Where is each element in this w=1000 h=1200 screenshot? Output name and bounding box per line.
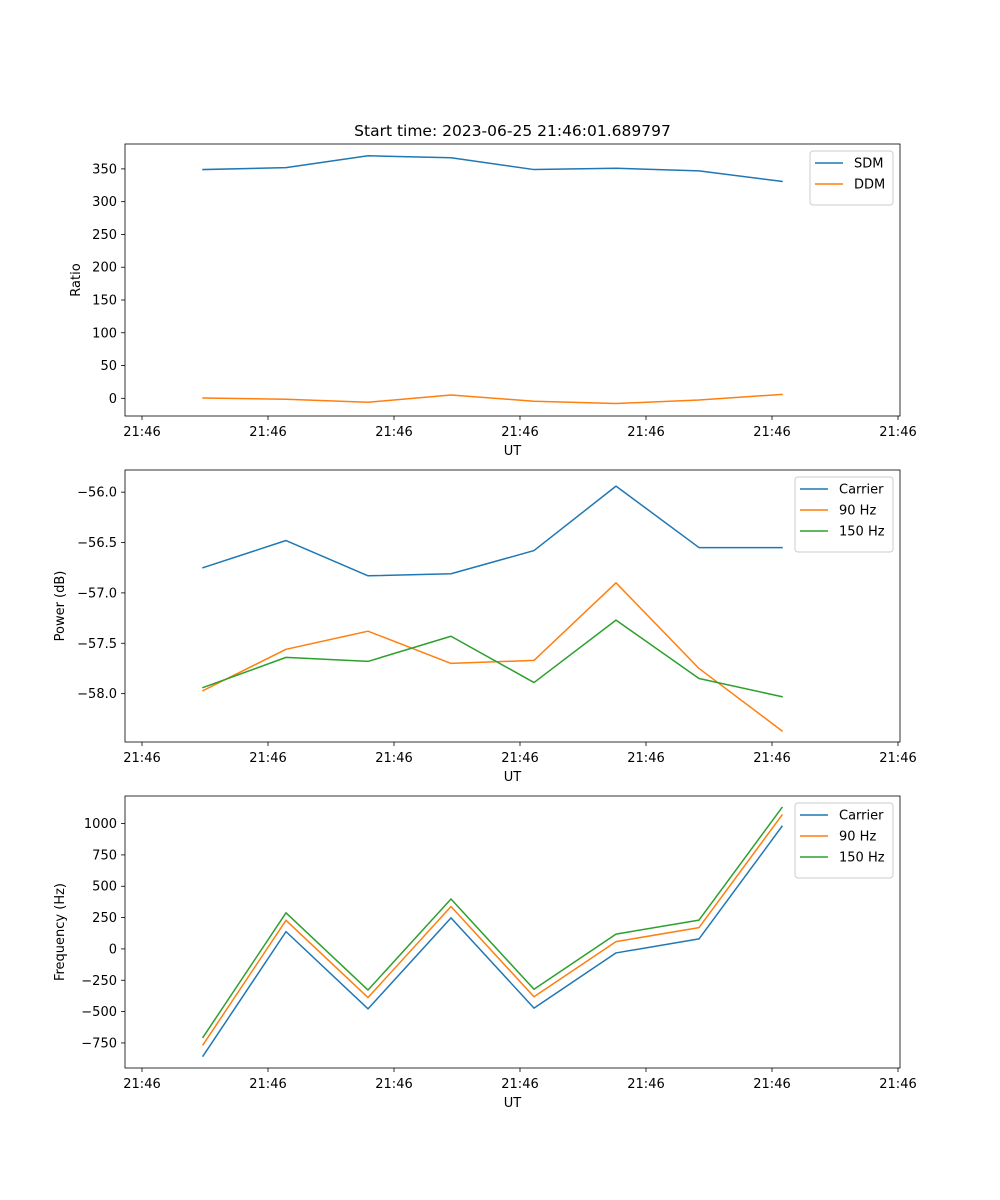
subplot-1: 21:46 21:46 21:46 21:46 21:46 21:46 21:46 0 50 10… [69,143,917,459]
y-tick-label: −250 [81,974,117,989]
x-tick-label: 21:46 [627,425,664,440]
legend-label: Carrier [839,809,884,824]
legend-label: DDM [854,178,885,193]
x-tick-label: 21:46 [375,1077,412,1092]
y-tick-label: 200 [92,261,117,276]
y-tick-label: 750 [92,848,117,863]
legend-label: 90 Hz [839,504,876,519]
y-tick-label: 1000 [84,817,117,832]
y-tick-label: −56.5 [77,536,117,551]
x-tick-label: 21:46 [627,1077,664,1092]
x-tick-label: 21:46 [753,751,790,766]
x-tick-label: 21:46 [249,425,286,440]
series-line-90-hz [201,582,784,732]
legend-label: 150 Hz [839,851,885,866]
y-tick-label: −57.0 [77,586,117,601]
series-line-150-hz [201,806,784,1039]
series-line-90-hz [201,814,784,1046]
y-tick-label: 100 [92,326,117,341]
y-tick-label: 350 [92,162,117,177]
y-tick-label: 0 [109,942,117,957]
series-line-ddm [202,393,783,405]
x-tick-label: 21:46 [501,751,538,766]
legend-label: 90 Hz [839,830,876,845]
x-tick-label: 21:46 [627,751,664,766]
x-tick-label: 21:46 [123,1077,160,1092]
subplot-2: 21:46 21:46 21:46 21:46 21:46 21:46 21:46 −58.0… [53,469,917,785]
legend: Carrier 90 Hz 150 Hz [794,476,894,553]
legend-box [809,150,894,206]
x-tick-label: 21:46 [249,751,286,766]
y-tick-label: 50 [100,359,117,374]
y-tick-label: −56.0 [77,486,117,501]
subplot-3: 21:46 21:46 21:46 21:46 21:46 21:46 21:46 −750 −… [53,795,917,1111]
series-line-150-hz [202,619,783,698]
y-axis-label: Power (dB) [53,571,68,642]
y-tick-label: 150 [92,293,117,308]
series-line-carrier [202,485,783,577]
x-axis-label: UT [504,1096,522,1111]
y-tick-label: 250 [92,911,117,926]
legend-label: Carrier [839,483,884,498]
series-line-sdm [202,155,783,183]
y-tick-label: −57.5 [77,637,117,652]
x-axis-label: UT [504,444,522,459]
y-tick-label: 0 [109,392,117,407]
legend-box [794,476,894,553]
legend-label: SDM [854,157,883,172]
x-tick-label: 21:46 [249,1077,286,1092]
y-axis-label: Ratio [69,263,84,296]
x-tick-label: 21:46 [753,425,790,440]
y-tick-label: 250 [92,228,117,243]
y-axis-label: Frequency (Hz) [53,883,68,981]
axes-frame [124,469,901,743]
x-tick-label: 21:46 [123,751,160,766]
x-tick-label: 21:46 [123,425,160,440]
legend: Carrier 90 Hz 150 Hz [794,802,894,879]
x-tick-label: 21:46 [501,425,538,440]
chart-title: Start time: 2023-06-25 21:46:01.689797 [354,122,671,140]
x-tick-label: 21:46 [879,425,916,440]
y-tick-label: −500 [81,1005,117,1020]
axes-frame [124,143,901,417]
x-tick-label: 21:46 [879,1077,916,1092]
x-tick-label: 21:46 [501,1077,538,1092]
x-tick-label: 21:46 [375,751,412,766]
x-tick-label: 21:46 [375,425,412,440]
y-tick-label: 500 [92,880,117,895]
series-line-carrier [201,825,784,1058]
axes-frame [124,795,901,1069]
legend-label: 150 Hz [839,525,885,540]
x-tick-label: 21:46 [879,751,916,766]
y-tick-label: −750 [81,1036,117,1051]
x-axis-label: UT [504,770,522,785]
x-tick-label: 21:46 [753,1077,790,1092]
legend: SDM DDM [809,150,894,206]
y-tick-label: 300 [92,195,117,210]
y-tick-label: −58.0 [77,687,117,702]
legend-box [794,802,894,879]
